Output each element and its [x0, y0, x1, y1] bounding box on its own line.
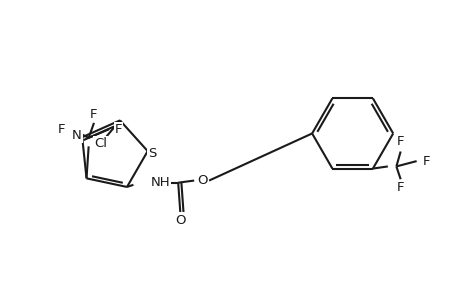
Text: F: F — [396, 181, 403, 194]
Text: NH: NH — [150, 176, 170, 189]
Text: F: F — [421, 154, 429, 168]
Text: O: O — [197, 174, 207, 187]
Text: F: F — [58, 123, 66, 136]
Text: F: F — [115, 123, 122, 136]
Text: S: S — [147, 147, 156, 160]
Text: F: F — [90, 108, 97, 121]
Text: F: F — [396, 135, 403, 148]
Text: O: O — [175, 214, 185, 226]
Text: Cl: Cl — [94, 137, 107, 150]
Text: N: N — [72, 129, 82, 142]
